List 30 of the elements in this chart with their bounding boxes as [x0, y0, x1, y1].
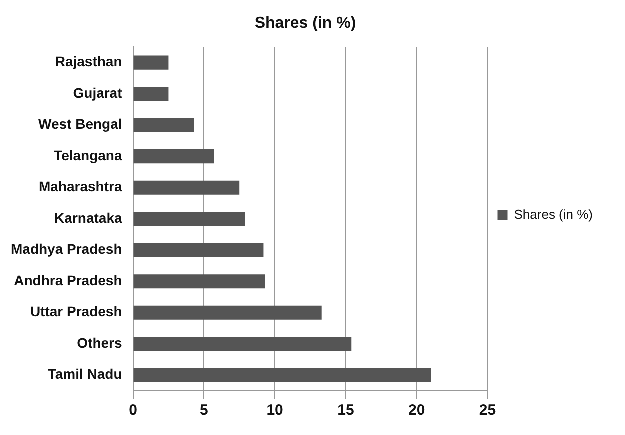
y-tick-label: West Bengal: [38, 116, 122, 132]
y-tick-label: Maharashtra: [38, 178, 122, 195]
bar: [134, 180, 240, 195]
x-tick-label: 20: [408, 402, 426, 420]
y-tick-label: Others: [77, 334, 122, 351]
y-tick-label: Telangana: [54, 147, 122, 164]
y-tick-label: Madhya Pradesh: [10, 241, 122, 258]
x-tick-label: 5: [200, 402, 208, 420]
legend-label: Shares (in %): [514, 207, 593, 222]
bar: [134, 212, 246, 226]
bar: [134, 118, 194, 132]
bar: [134, 274, 266, 289]
bar: [134, 337, 352, 352]
bar: [134, 87, 169, 102]
bar: [134, 150, 214, 164]
x-tick-label: 10: [266, 402, 284, 420]
y-tick-label: Andhra Pradesh: [14, 272, 122, 288]
y-tick-label: Karnataka: [54, 210, 122, 226]
x-tick-label: 0: [129, 402, 138, 420]
y-tick-label: Tamil Nadu: [48, 366, 122, 382]
bar: [134, 368, 432, 382]
y-tick-label: Rajasthan: [55, 54, 122, 70]
y-tick-label: Uttar Pradesh: [30, 304, 122, 320]
bar: [134, 243, 264, 258]
y-tick-label: Gujarat: [73, 84, 123, 101]
chart-title: Shares (in %): [254, 15, 356, 32]
bar: [134, 306, 322, 320]
x-tick-label: 15: [338, 402, 354, 420]
bar: [134, 56, 169, 70]
x-tick-label: 25: [479, 402, 496, 420]
